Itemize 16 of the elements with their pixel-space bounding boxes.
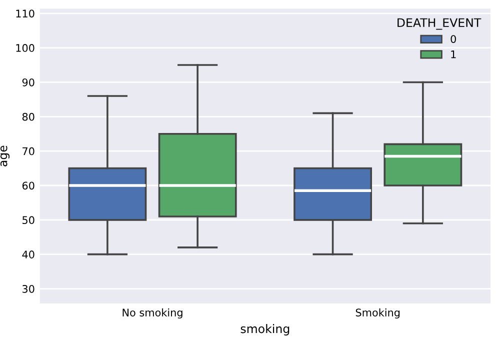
legend-label: 0 — [450, 35, 456, 43]
y-tick-label: 50 — [22, 216, 34, 224]
y-tick-label: 90 — [22, 78, 34, 86]
x-tick-label: Smoking — [356, 308, 400, 318]
y-tick-label: 80 — [22, 112, 34, 121]
legend-label: 1 — [451, 50, 456, 58]
y-tick-label: 40 — [22, 250, 34, 258]
legend-title: DEATH_EVENT — [398, 18, 482, 30]
x-tick-label: No smoking — [122, 308, 182, 318]
y-axis-title: age — [0, 146, 10, 166]
y-tick-label: 100 — [16, 44, 34, 52]
y-tick-label: 70 — [22, 147, 34, 156]
y-tick-label: 60 — [22, 182, 34, 190]
x-axis-title: smoking — [240, 324, 290, 336]
y-tick-label: 110 — [16, 10, 34, 18]
y-tick-label: 30 — [22, 284, 34, 293]
